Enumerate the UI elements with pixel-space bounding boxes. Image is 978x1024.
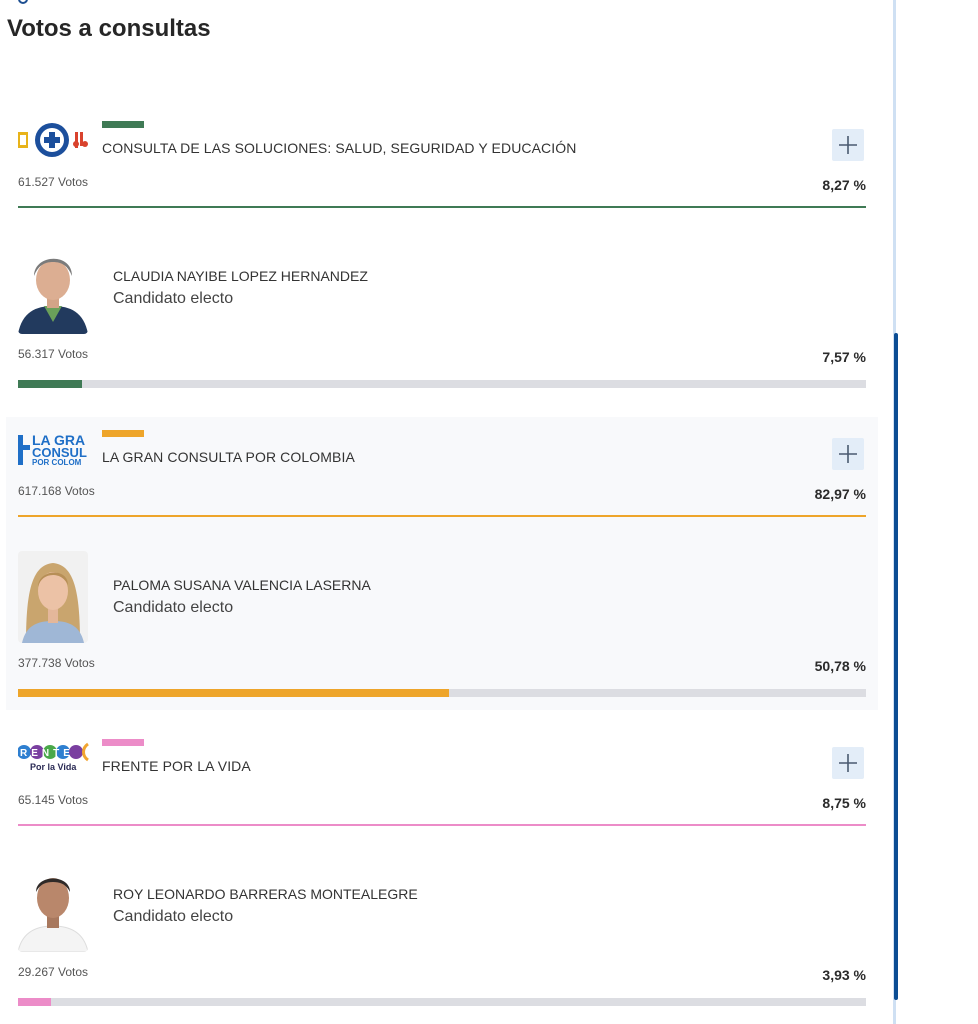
expand-button[interactable] xyxy=(832,747,864,779)
party-divider-line xyxy=(18,206,866,208)
party-logo: LA GRA CONSUL POR COLOM xyxy=(18,431,92,471)
vote-bar-fill xyxy=(18,689,449,697)
candidate-photo xyxy=(18,551,88,643)
plus-icon xyxy=(839,445,857,463)
candidate-percent: 50,78 % xyxy=(814,658,866,674)
vote-bar xyxy=(18,380,866,388)
party-votes: 617.168 Votos xyxy=(18,484,95,498)
party-row: CONSULTA DE LAS SOLUCIONES: SALUD, SEGUR… xyxy=(6,108,878,218)
party-name: LA GRAN CONSULTA POR COLOMBIA xyxy=(102,449,355,465)
candidate-percent: 3,93 % xyxy=(822,967,866,983)
plus-icon xyxy=(839,754,857,772)
party-name: CONSULTA DE LAS SOLUCIONES: SALUD, SEGUR… xyxy=(102,140,577,156)
candidate-votes: 377.738 Votos xyxy=(18,656,95,670)
party-divider-line xyxy=(18,824,866,826)
party-logo xyxy=(18,122,92,162)
consulta-block: LA GRA CONSUL POR COLOM LA GRAN CONSULTA… xyxy=(6,417,878,710)
candidate-name: ROY LEONARDO BARRERAS MONTEALEGRE xyxy=(113,886,418,902)
page-title: Votos a consultas xyxy=(7,15,211,42)
vote-bar xyxy=(18,689,866,697)
party-row: LA GRA CONSUL POR COLOM LA GRAN CONSULTA… xyxy=(6,417,878,527)
vote-bar-fill xyxy=(18,998,52,1006)
logo-text-line-1: RENTE xyxy=(20,748,74,759)
plus-icon xyxy=(839,136,857,154)
party-color-tab xyxy=(102,430,144,437)
logo-text-line-3: POR COLOM xyxy=(32,458,82,467)
party-color-tab xyxy=(102,121,144,128)
location-pin-icon xyxy=(18,0,28,4)
party-percent: 8,27 % xyxy=(822,177,866,193)
logo-text-line-2: Por la Vida xyxy=(30,762,77,772)
candidate-votes: 29.267 Votos xyxy=(18,965,89,979)
consulta-block: RENTE Por la Vida FRENTE POR LA VIDA 65.… xyxy=(6,726,878,1016)
candidate-status: Candidato electo xyxy=(113,908,234,925)
party-name: FRENTE POR LA VIDA xyxy=(102,758,251,774)
scrollbar-thumb[interactable] xyxy=(894,333,898,1000)
candidate-name: PALOMA SUSANA VALENCIA LASERNA xyxy=(113,577,371,593)
party-percent: 82,97 % xyxy=(814,486,866,502)
party-divider-line xyxy=(18,515,866,517)
party-logo: RENTE Por la Vida xyxy=(18,740,92,780)
vote-bar-fill xyxy=(18,380,83,388)
candidate-photo xyxy=(18,242,88,334)
logo-text-line-2: CONSUL xyxy=(32,445,87,460)
candidate-status: Candidato electo xyxy=(113,599,234,616)
candidate-percent: 7,57 % xyxy=(822,349,866,365)
party-row: RENTE Por la Vida FRENTE POR LA VIDA 65.… xyxy=(6,726,878,836)
logo-text-line-1: LA GRA xyxy=(32,432,85,448)
consulta-block: CONSULTA DE LAS SOLUCIONES: SALUD, SEGUR… xyxy=(6,108,878,408)
party-votes: 61.527 Votos xyxy=(18,175,89,189)
candidate-status: Candidato electo xyxy=(113,290,234,307)
expand-button[interactable] xyxy=(832,129,864,161)
candidate-votes: 56.317 Votos xyxy=(18,347,89,361)
party-color-tab xyxy=(102,739,144,746)
party-votes: 65.145 Votos xyxy=(18,793,89,807)
candidate-photo xyxy=(18,860,88,952)
party-percent: 8,75 % xyxy=(822,795,866,811)
candidate-name: CLAUDIA NAYIBE LOPEZ HERNANDEZ xyxy=(113,268,368,284)
vote-bar xyxy=(18,998,866,1006)
expand-button[interactable] xyxy=(832,438,864,470)
